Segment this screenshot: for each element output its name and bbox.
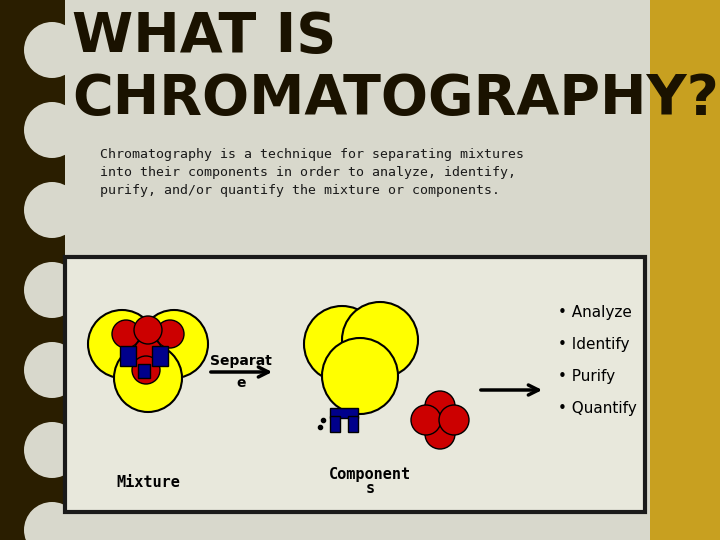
Text: • Quantify: • Quantify bbox=[558, 401, 636, 415]
Circle shape bbox=[411, 405, 441, 435]
Bar bbox=[348, 416, 358, 432]
Circle shape bbox=[134, 316, 162, 344]
Bar bbox=[650, 0, 720, 540]
Circle shape bbox=[88, 310, 156, 378]
Circle shape bbox=[24, 182, 80, 238]
Circle shape bbox=[342, 302, 418, 378]
Circle shape bbox=[24, 262, 80, 318]
Text: Component: Component bbox=[329, 467, 411, 482]
Text: CHROMATOGRAPHY?: CHROMATOGRAPHY? bbox=[72, 72, 719, 126]
Text: s: s bbox=[366, 481, 374, 496]
Text: • Identify: • Identify bbox=[558, 336, 629, 352]
Circle shape bbox=[114, 344, 182, 412]
Circle shape bbox=[439, 405, 469, 435]
Circle shape bbox=[425, 419, 455, 449]
Circle shape bbox=[304, 306, 380, 382]
Bar bbox=[330, 408, 358, 418]
Text: • Purify: • Purify bbox=[558, 368, 615, 383]
Text: Mixture: Mixture bbox=[116, 475, 180, 490]
Bar bbox=[138, 364, 150, 378]
Bar bbox=[152, 346, 168, 366]
Text: WHAT IS: WHAT IS bbox=[72, 10, 336, 64]
Text: purify, and/or quantify the mixture or components.: purify, and/or quantify the mixture or c… bbox=[100, 184, 500, 197]
Bar bbox=[120, 346, 136, 366]
Bar bbox=[0, 0, 65, 540]
Circle shape bbox=[140, 310, 208, 378]
Text: into their components in order to analyze, identify,: into their components in order to analyz… bbox=[100, 166, 516, 179]
Circle shape bbox=[156, 320, 184, 348]
Circle shape bbox=[132, 356, 160, 384]
Text: Chromatography is a technique for separating mixtures: Chromatography is a technique for separa… bbox=[100, 148, 524, 161]
Circle shape bbox=[24, 502, 80, 540]
Circle shape bbox=[322, 338, 398, 414]
Circle shape bbox=[112, 320, 140, 348]
FancyBboxPatch shape bbox=[65, 257, 645, 512]
Circle shape bbox=[24, 342, 80, 398]
Circle shape bbox=[134, 338, 162, 366]
Text: • Analyze: • Analyze bbox=[558, 305, 632, 320]
Circle shape bbox=[24, 22, 80, 78]
Circle shape bbox=[24, 102, 80, 158]
Circle shape bbox=[425, 391, 455, 421]
Text: Separat: Separat bbox=[210, 354, 272, 368]
Text: e: e bbox=[236, 376, 246, 390]
Bar bbox=[330, 416, 340, 432]
Circle shape bbox=[24, 422, 80, 478]
